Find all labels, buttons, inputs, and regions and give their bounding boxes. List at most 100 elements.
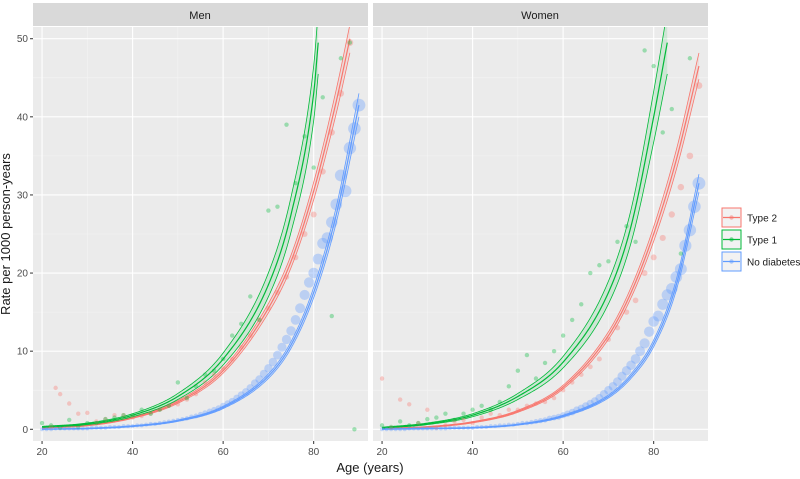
point-women-no-diabetes: [692, 176, 706, 190]
point-men-type-1: [157, 407, 162, 412]
legend-label-type-1: Type 1: [747, 236, 777, 247]
point-women-no-diabetes: [511, 422, 516, 427]
point-women-no-diabetes: [389, 427, 394, 432]
point-women-type-2: [542, 399, 548, 405]
point-women-type-1: [388, 424, 394, 430]
fit-line-women-no-diabetes: [382, 183, 700, 430]
point-women-no-diabetes: [617, 371, 627, 381]
point-men-no-diabetes: [352, 98, 366, 112]
point-men-no-diabetes: [202, 410, 208, 416]
point-women-type-1: [407, 423, 412, 428]
point-men-type-1: [211, 368, 217, 373]
point-men-no-diabetes: [206, 408, 213, 415]
point-men-no-diabetes: [85, 426, 90, 431]
point-women-no-diabetes: [466, 425, 471, 430]
point-men-no-diabetes: [334, 169, 347, 182]
point-men-no-diabetes: [259, 369, 268, 378]
legend-dot-type-2: [729, 215, 734, 220]
x-tick-label: 40: [127, 447, 139, 458]
point-men-type-2: [85, 410, 90, 416]
point-women-type-1: [461, 411, 466, 416]
point-women-no-diabetes: [398, 427, 403, 432]
point-women-no-diabetes: [582, 402, 590, 410]
point-women-type-2: [524, 403, 530, 409]
point-men-type-2: [211, 372, 217, 377]
gridlines-women: [373, 27, 708, 441]
point-women-type-2: [659, 234, 666, 241]
point-women-no-diabetes: [497, 423, 502, 428]
point-men-no-diabetes: [343, 141, 357, 155]
point-men-type-2: [57, 391, 63, 397]
point-women-type-2: [695, 82, 703, 89]
point-men-type-2: [76, 411, 81, 416]
x-tick-label: 20: [376, 447, 388, 458]
point-men-no-diabetes: [220, 402, 227, 409]
point-women-type-1: [606, 259, 611, 264]
point-women-no-diabetes: [661, 289, 673, 301]
point-women-type-2: [488, 411, 493, 416]
data-points-women: [379, 48, 706, 432]
legend-item-no-diabetes: No diabetes: [721, 251, 800, 272]
point-men-no-diabetes: [197, 411, 204, 417]
point-men-type-2: [112, 413, 117, 418]
legend-dot-no-diabetes: [729, 259, 734, 264]
point-women-no-diabetes: [595, 394, 604, 403]
point-women-no-diabetes: [380, 427, 385, 432]
point-women-no-diabetes: [555, 413, 562, 420]
point-women-type-2: [668, 211, 675, 218]
y-tick-label: 50: [17, 34, 29, 45]
point-men-no-diabetes: [112, 424, 117, 429]
point-women-type-1: [533, 376, 539, 381]
point-women-type-1: [660, 130, 665, 135]
point-women-type-1: [642, 48, 647, 53]
data-points-men: [39, 39, 366, 432]
point-men-type-2: [202, 380, 208, 385]
legend-label-type-2: Type 2: [747, 214, 777, 225]
point-men-no-diabetes: [130, 424, 135, 429]
point-women-no-diabetes: [425, 426, 430, 431]
point-women-type-2: [623, 309, 630, 315]
point-men-type-1: [193, 384, 199, 389]
point-women-no-diabetes: [533, 419, 539, 424]
point-women-type-2: [470, 420, 475, 426]
point-men-type-2: [310, 211, 317, 218]
point-men-type-2: [103, 416, 108, 422]
point-men-type-1: [284, 122, 289, 127]
point-men-no-diabetes: [89, 425, 94, 430]
point-women-no-diabetes: [520, 420, 525, 426]
point-men-type-1: [112, 415, 117, 420]
point-men-no-diabetes: [148, 421, 153, 426]
point-women-no-diabetes: [560, 412, 567, 419]
point-women-type-2: [569, 380, 575, 385]
point-women-type-2: [632, 297, 639, 304]
point-women-no-diabetes: [626, 360, 636, 370]
point-men-type-2: [130, 415, 135, 420]
x-tick-label: 80: [648, 447, 660, 458]
point-men-type-2: [193, 391, 199, 397]
point-women-type-2: [677, 183, 685, 191]
point-men-type-1: [311, 165, 316, 170]
point-women-no-diabetes: [484, 424, 489, 429]
point-women-no-diabetes: [666, 282, 678, 295]
point-women-no-diabetes: [429, 426, 434, 431]
point-women-no-diabetes: [577, 404, 585, 412]
point-women-type-1: [687, 56, 693, 61]
point-men-type-2: [184, 397, 190, 402]
point-men-no-diabetes: [326, 216, 338, 229]
point-men-no-diabetes: [290, 315, 301, 325]
point-men-type-2: [175, 402, 181, 407]
point-men-no-diabetes: [308, 267, 319, 279]
point-women-no-diabetes: [688, 200, 701, 213]
point-men-type-2: [166, 403, 172, 409]
point-men-type-2: [346, 39, 354, 46]
point-men-no-diabetes: [166, 419, 171, 424]
point-men-no-diabetes: [53, 426, 58, 431]
point-women-type-2: [578, 372, 584, 377]
point-men-type-1: [184, 395, 190, 401]
point-men-type-1: [202, 372, 208, 377]
point-women-type-2: [614, 325, 621, 331]
point-women-no-diabetes: [402, 427, 407, 432]
point-women-type-1: [470, 407, 475, 412]
point-women-type-2: [379, 376, 385, 381]
